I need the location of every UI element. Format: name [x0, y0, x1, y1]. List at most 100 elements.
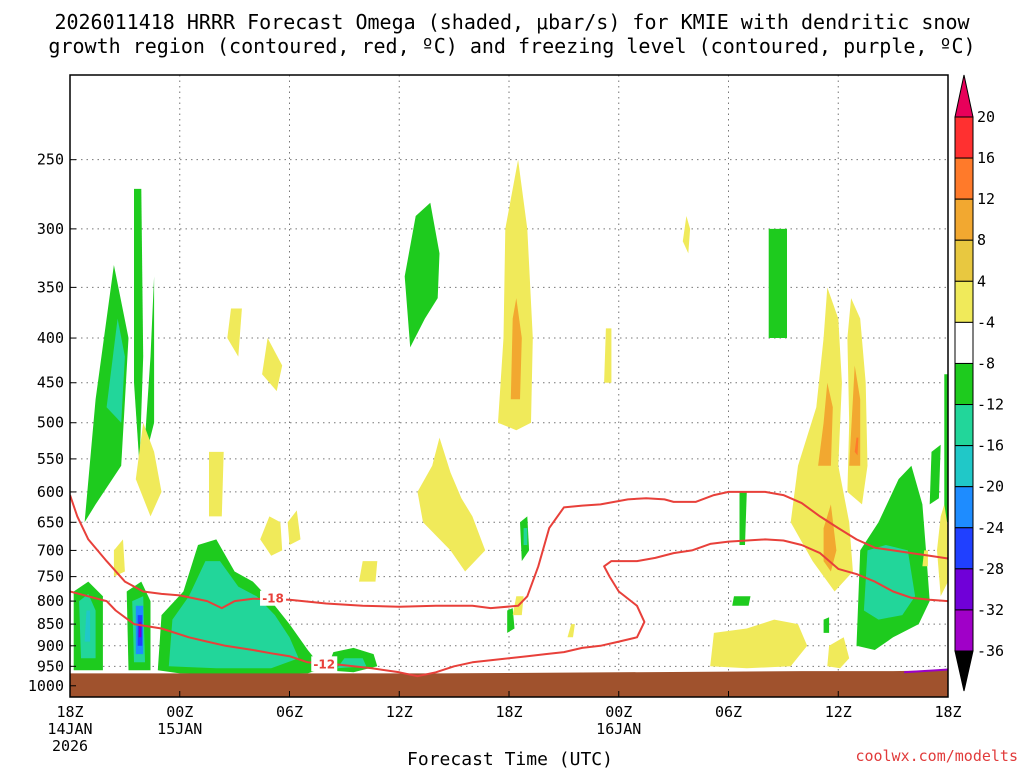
- contour-label: -12: [313, 657, 335, 671]
- ground: [70, 670, 948, 697]
- colorbar-label: 16: [977, 149, 995, 167]
- y-tick-label: 650: [37, 513, 64, 531]
- omega-shading: [73, 159, 948, 675]
- omega-region: [134, 188, 144, 466]
- colorbar-label: -8: [977, 354, 995, 372]
- temperature-contours: -18 -12: [70, 490, 948, 678]
- x-tick-label: 15JAN: [157, 720, 202, 738]
- omega-region: [818, 382, 833, 466]
- x-tick-label: 00Z: [166, 703, 193, 721]
- omega-region: [944, 374, 948, 523]
- omega-region: [827, 637, 850, 669]
- contour-line: [70, 490, 948, 610]
- y-tick-label: 400: [37, 329, 64, 347]
- omega-region: [937, 504, 948, 597]
- omega-region: [209, 451, 224, 517]
- y-tick-label: 450: [37, 374, 64, 392]
- colorbar-label: -28: [977, 560, 1004, 578]
- colorbar-label: 12: [977, 190, 995, 208]
- omega-region: [417, 437, 486, 572]
- omega-region: [404, 202, 440, 348]
- omega-region: [854, 437, 859, 456]
- omega-region: [567, 624, 575, 638]
- colorbar-segment: [954, 404, 974, 447]
- x-tick-label: 18Z: [934, 703, 961, 721]
- x-tick-label: 18Z: [56, 703, 83, 721]
- omega-region: [604, 328, 612, 383]
- contour-line: [70, 538, 948, 678]
- y-tick-label: 550: [37, 450, 64, 468]
- y-tick-label: 500: [37, 414, 64, 432]
- y-tick-label: 350: [37, 278, 64, 296]
- x-tick-label: 06Z: [715, 703, 742, 721]
- colorbar-segment: [954, 362, 974, 406]
- omega-region: [523, 528, 528, 545]
- colorbar-bottom-arrow: [954, 650, 974, 692]
- y-tick-label: 700: [37, 541, 64, 559]
- omega-region: [732, 596, 751, 606]
- x-axis-label: Forecast Time (UTC): [407, 749, 613, 768]
- contour-line: [904, 668, 948, 674]
- chart-title-line-1: 2026011418 HRRR Forecast Omega (shaded, …: [54, 10, 970, 34]
- omega-region: [510, 298, 522, 400]
- credit-text: coolwx.com/modelts: [855, 747, 1018, 765]
- x-tick-label: 12Z: [386, 703, 413, 721]
- contour-label-bg: [260, 590, 287, 606]
- omega-region: [929, 444, 941, 505]
- x-tick-label: 00Z: [605, 703, 632, 721]
- colorbar-segment: [954, 239, 974, 282]
- omega-region: [262, 338, 283, 392]
- colorbar-segment: [954, 445, 974, 488]
- colorbar-segment: [954, 609, 974, 652]
- omega-region: [823, 617, 830, 633]
- colorbar-label: -4: [977, 313, 995, 331]
- y-tick-label: 300: [37, 220, 64, 238]
- x-tick-label: 2026: [52, 737, 88, 755]
- y-tick-label: 750: [37, 568, 64, 586]
- y-tick-label: 950: [37, 657, 64, 675]
- omega-region: [287, 510, 301, 545]
- omega-region: [359, 561, 378, 582]
- colorbar-segment: [954, 527, 974, 570]
- omega-region: [260, 516, 283, 556]
- ground-layer: [70, 670, 948, 697]
- contour-label: -18: [262, 592, 284, 606]
- omega-region: [863, 545, 916, 620]
- omega-region: [498, 159, 533, 431]
- omega-region: [135, 422, 162, 517]
- y-tick-label: 1000: [28, 677, 64, 695]
- omega-region: [507, 608, 515, 633]
- omega-region: [106, 318, 125, 423]
- y-tick-label: 250: [37, 151, 64, 169]
- colorbar-label: -32: [977, 601, 1004, 619]
- omega-region: [113, 539, 125, 577]
- colorbar-label: 20: [977, 108, 995, 126]
- colorbar-segment: [954, 198, 974, 241]
- omega-region: [227, 308, 242, 357]
- x-tick-label: 18Z: [495, 703, 522, 721]
- colorbar-label: -36: [977, 642, 1004, 660]
- omega-region: [768, 228, 787, 338]
- colorbar-segment: [954, 321, 974, 364]
- contour-label-bg: [311, 656, 338, 672]
- colorbar-label: -20: [977, 478, 1004, 496]
- chart-title-line-2: growth region (contoured, red, ºC) and f…: [48, 34, 975, 58]
- omega-region: [84, 610, 91, 642]
- colorbar-segment: [954, 116, 974, 159]
- x-tick-label: 16JAN: [596, 720, 641, 738]
- y-tick-label: 800: [37, 592, 64, 610]
- colorbar-segment: [954, 157, 974, 200]
- omega-region: [710, 619, 808, 669]
- omega-region: [143, 276, 155, 466]
- x-tick-label: 12Z: [825, 703, 852, 721]
- colorbar-top-arrow: [954, 74, 974, 118]
- colorbar-segment: [954, 568, 974, 611]
- omega-region: [739, 491, 747, 545]
- y-tick-label: 900: [37, 637, 64, 655]
- colorbar-label: 4: [977, 272, 986, 290]
- x-tick-label: 14JAN: [47, 720, 92, 738]
- colorbar-label: 8: [977, 231, 986, 249]
- x-tick-label: 06Z: [276, 703, 303, 721]
